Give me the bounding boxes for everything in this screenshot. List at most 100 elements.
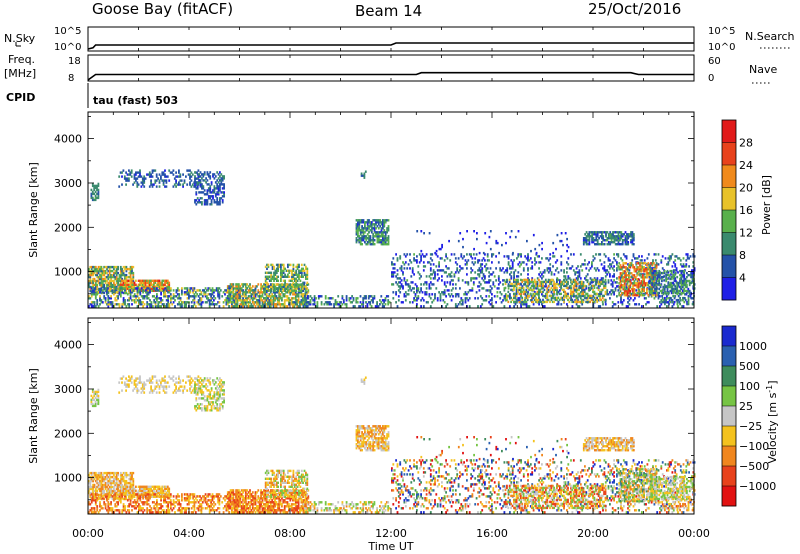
power-cell xyxy=(124,273,126,277)
power-cell xyxy=(485,267,488,270)
power-cell xyxy=(607,257,610,260)
power-cell xyxy=(370,229,373,232)
power-cell xyxy=(115,265,118,269)
power-cell xyxy=(178,303,181,306)
power-cell xyxy=(201,201,203,204)
power-cell xyxy=(119,283,122,286)
power-cell xyxy=(143,295,146,298)
power-cell xyxy=(101,273,104,277)
power-cell xyxy=(204,287,207,290)
power-cell xyxy=(599,279,602,282)
power-cell xyxy=(129,265,132,269)
power-cell xyxy=(542,280,544,284)
power-cell xyxy=(172,289,175,292)
power-cell xyxy=(407,283,410,286)
power-cell xyxy=(94,186,97,190)
power-cell xyxy=(97,287,100,291)
power-cell xyxy=(566,271,568,274)
power-cell xyxy=(320,303,323,306)
power-cell xyxy=(110,283,112,287)
power-cell xyxy=(462,237,464,241)
power-cell xyxy=(522,292,525,296)
power-cell xyxy=(93,269,96,273)
power-cell xyxy=(435,249,438,253)
power-cell xyxy=(599,253,602,256)
power-cell xyxy=(368,219,370,222)
power-cell xyxy=(560,296,562,300)
power-cell xyxy=(395,253,397,256)
power-cell xyxy=(179,297,182,300)
power-cell xyxy=(667,293,670,296)
power-cell xyxy=(567,294,569,298)
power-cell xyxy=(619,280,622,283)
power-cell xyxy=(659,289,662,293)
power-cell xyxy=(528,305,531,308)
power-cell xyxy=(356,297,359,300)
nsearch-label: N.Search xyxy=(745,30,795,43)
power-cell xyxy=(216,199,219,202)
power-cell xyxy=(118,277,121,281)
power-cell xyxy=(650,274,652,277)
power-cell xyxy=(209,187,212,190)
power-cell xyxy=(140,283,143,286)
power-cell xyxy=(90,194,93,198)
power-cell xyxy=(292,291,294,294)
power-cell xyxy=(662,287,665,291)
power-cell xyxy=(507,255,510,258)
power-cell xyxy=(509,267,511,270)
power-cell xyxy=(461,267,464,270)
power-cell xyxy=(457,257,460,260)
power-cell xyxy=(534,291,536,294)
power-cell xyxy=(491,297,493,300)
power-cell xyxy=(267,285,270,288)
power-cell xyxy=(280,263,282,267)
power-cell xyxy=(404,299,407,302)
power-cell xyxy=(133,301,136,304)
power-cell xyxy=(472,263,475,266)
power-cell xyxy=(667,301,670,304)
power-cell xyxy=(525,300,528,304)
power-cell xyxy=(267,303,269,306)
power-cell xyxy=(511,298,514,302)
power-cell xyxy=(364,235,366,238)
power-cell xyxy=(584,239,587,242)
power-cell xyxy=(93,198,96,202)
power-cell xyxy=(243,295,246,298)
power-cell xyxy=(121,291,124,294)
power-cell xyxy=(564,292,567,296)
power-cell xyxy=(484,253,486,256)
power-cell xyxy=(554,288,557,292)
power-cell xyxy=(503,255,506,258)
power-cell xyxy=(528,283,531,286)
power-cell xyxy=(284,283,286,286)
power-cell xyxy=(270,279,273,282)
power-cell xyxy=(124,265,126,269)
power-cell xyxy=(610,241,613,244)
power-cell xyxy=(207,289,210,292)
power-cell xyxy=(651,276,654,279)
power-cell xyxy=(151,295,154,298)
power-cell xyxy=(619,286,622,289)
power-cell xyxy=(309,301,312,304)
power-cell xyxy=(165,303,168,306)
power-cell xyxy=(470,279,472,282)
power-cell xyxy=(285,283,288,286)
power-cell xyxy=(569,298,572,302)
power-cell xyxy=(106,291,108,294)
power-cell xyxy=(411,281,414,284)
power-cell xyxy=(271,263,274,267)
power-cell xyxy=(526,296,529,300)
power-cell xyxy=(511,282,514,286)
power-cell xyxy=(620,235,623,238)
power-cell xyxy=(269,301,272,304)
power-cell xyxy=(539,282,542,286)
power-cell xyxy=(143,297,146,300)
power-cell xyxy=(539,271,542,274)
power-cell xyxy=(140,295,143,298)
power-cell xyxy=(278,285,281,288)
power-cell xyxy=(672,261,675,264)
power-cell xyxy=(94,190,97,194)
power-cell xyxy=(633,284,636,287)
power-cell xyxy=(566,303,568,306)
power-cell xyxy=(361,303,363,306)
